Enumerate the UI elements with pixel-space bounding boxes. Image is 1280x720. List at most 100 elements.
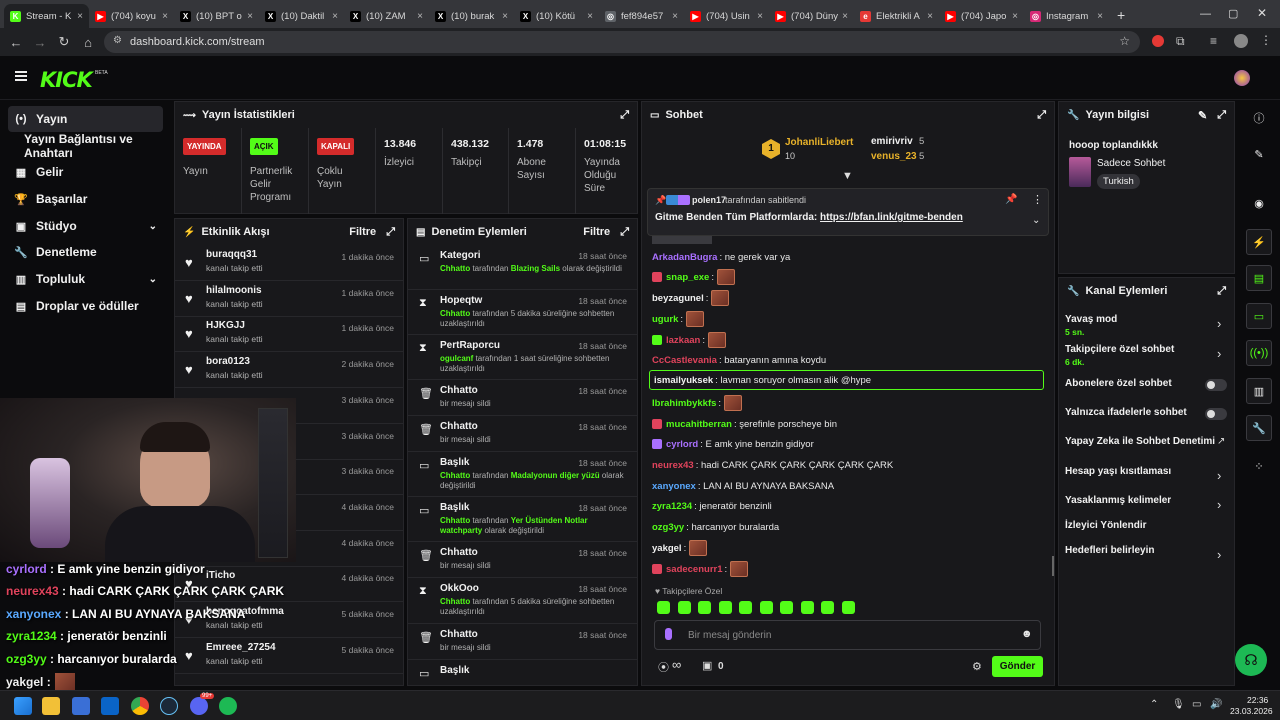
moderation-target[interactable]: Chhatto: [440, 629, 478, 640]
bookmark-star-icon[interactable]: ☆: [1119, 34, 1130, 48]
profile-avatar[interactable]: [1234, 34, 1248, 48]
leader-first-name[interactable]: JohanliLiebert: [785, 137, 854, 148]
sidebar-item[interactable]: (•) Yayın: [8, 106, 163, 132]
channel-action[interactable]: Yavaş mod 5 sn.: [1065, 314, 1117, 337]
quick-emote-icon[interactable]: [841, 601, 855, 614]
send-button[interactable]: Gönder: [992, 656, 1043, 677]
channel-action[interactable]: Abonelere özel sohbet: [1065, 378, 1172, 389]
apps-icon[interactable]: ⁘: [1254, 460, 1264, 473]
start-icon[interactable]: [14, 697, 32, 715]
chat-username[interactable]: ismailyuksek: [654, 374, 714, 386]
chat-username[interactable]: mucahitberran: [666, 418, 732, 430]
expand-icon[interactable]: ⤢: [620, 108, 629, 121]
chat-icon[interactable]: ▭: [1246, 303, 1272, 329]
channel-action[interactable]: Yasaklanmış kelimeler: [1065, 495, 1171, 506]
chat-username[interactable]: sadecenurr1: [666, 563, 723, 575]
moderation-target[interactable]: Chhatto: [440, 547, 478, 558]
moderation-target[interactable]: Chhatto: [440, 385, 478, 396]
sidebar-item[interactable]: ▥ Topluluk ⌄: [8, 266, 163, 292]
edit-icon[interactable]: ✎: [1197, 109, 1208, 122]
home-icon[interactable]: ⌂: [84, 34, 92, 50]
chevron-right-icon[interactable]: ›: [1217, 468, 1222, 483]
broadcast-icon[interactable]: ((•)): [1246, 340, 1272, 366]
browser-tab[interactable]: X (10) Kötü ×: [514, 4, 599, 28]
browser-tab[interactable]: ◎ Instagram ×: [1024, 4, 1109, 28]
quick-emote-icon[interactable]: [780, 601, 793, 614]
pinned-expand-icon[interactable]: ⌄: [1032, 215, 1041, 226]
site-info-icon[interactable]: ⚙: [113, 35, 122, 46]
quick-emote-icon[interactable]: [657, 601, 670, 614]
pinned-by-user[interactable]: polen17: [692, 195, 727, 205]
spotify-icon[interactable]: [219, 697, 237, 715]
tray-network-icon[interactable]: ▭: [1192, 699, 1202, 710]
tab-close-icon[interactable]: ×: [757, 10, 763, 22]
steam-icon[interactable]: [160, 697, 178, 715]
chat-input[interactable]: Bir mesaj gönderin ☻: [654, 620, 1041, 650]
browser-tab[interactable]: ◎ fef894e57 ×: [599, 4, 684, 28]
tab-close-icon[interactable]: ×: [672, 10, 678, 22]
channel-action[interactable]: Takipçilere özel sohbet 6 dk.: [1065, 344, 1174, 367]
quick-emote-icon[interactable]: [698, 601, 711, 614]
browser-tab[interactable]: X (10) BPT o ×: [174, 4, 259, 28]
chrome-icon[interactable]: [131, 697, 149, 715]
chat-username[interactable]: snap_exe: [666, 271, 710, 283]
browser-menu-icon[interactable]: ⋮: [1260, 33, 1272, 47]
chat-username[interactable]: beyzagunel: [652, 292, 704, 304]
chevron-right-icon[interactable]: ›: [1217, 316, 1222, 331]
clock-time[interactable]: 22:36: [1247, 695, 1269, 705]
moderation-target[interactable]: Hopeqtw: [440, 295, 483, 306]
browser-tab[interactable]: e Elektrikli A ×: [854, 4, 939, 28]
moderation-target[interactable]: Başlık: [440, 502, 470, 513]
sidebar-item[interactable]: ▣ Stüdyo ⌄: [8, 213, 163, 239]
info-icon[interactable]: ⓘ: [1253, 113, 1265, 125]
chat-settings-icon[interactable]: ⚙: [972, 661, 982, 673]
chevron-down-icon[interactable]: ⌄: [148, 273, 157, 285]
unpin-icon[interactable]: 📌: [1005, 194, 1018, 205]
sidebar-item[interactable]: Yayın Bağlantısı ve Anahtarı: [8, 132, 163, 160]
channel-action[interactable]: Yapay Zeka ile Sohbet Denetimi: [1065, 436, 1215, 447]
moderator-name[interactable]: Chhatto: [440, 597, 471, 606]
tab-close-icon[interactable]: ×: [502, 10, 508, 22]
pinned-link[interactable]: https://bfan.link/gitme-benden: [820, 212, 963, 223]
browser-tab[interactable]: X (10) burak ×: [429, 4, 514, 28]
tab-close-icon[interactable]: ×: [77, 10, 83, 22]
tab-close-icon[interactable]: ×: [247, 10, 253, 22]
leaderboard-collapse-icon[interactable]: ▼: [842, 170, 853, 182]
chat-username[interactable]: ozg3yy: [652, 521, 685, 533]
moderation-target[interactable]: Chhatto: [440, 421, 478, 432]
chat-username[interactable]: yakgel: [652, 542, 682, 554]
reload-icon[interactable]: ↻: [58, 34, 70, 49]
forward-icon[interactable]: →: [33, 34, 47, 50]
sidebar-item[interactable]: 🔧 Denetleme: [8, 239, 163, 265]
expand-icon[interactable]: ⤢: [620, 225, 629, 238]
extensions-puzzle-icon[interactable]: ⧉: [1176, 34, 1185, 48]
moderator-name[interactable]: Chhatto: [440, 471, 471, 480]
moderation-target[interactable]: Başlık: [440, 457, 470, 468]
emoji-icon[interactable]: ☻: [1021, 628, 1033, 640]
chat-username[interactable]: zyra1234: [652, 500, 693, 512]
sidebar-item[interactable]: ▦ Gelir: [8, 159, 163, 185]
quick-emote-icon[interactable]: [759, 601, 773, 614]
clock-date[interactable]: 23.03.2026: [1230, 706, 1273, 716]
language-tag[interactable]: Turkish: [1097, 174, 1140, 189]
new-tab-button[interactable]: +: [1117, 7, 1126, 23]
tray-chevron-icon[interactable]: ⌃: [1150, 699, 1159, 710]
tab-close-icon[interactable]: ×: [1097, 10, 1103, 22]
hamburger-menu-icon[interactable]: [15, 71, 27, 81]
moderation-filter-button[interactable]: Filtre: [583, 226, 611, 238]
leader-second-name[interactable]: emirivriv: [871, 136, 913, 147]
chevron-right-icon[interactable]: ›: [1217, 547, 1222, 562]
chat-username[interactable]: lazkaan: [666, 334, 701, 346]
moderator-name[interactable]: ogulcanf: [440, 354, 474, 363]
tab-close-icon[interactable]: ×: [162, 10, 168, 22]
kick-logo[interactable]: KICK: [40, 68, 93, 92]
moderation-target[interactable]: Kategori: [440, 250, 481, 261]
moderation-target[interactable]: OkkOoo: [440, 583, 479, 594]
expand-icon[interactable]: ⤢: [1037, 108, 1046, 121]
activity-user[interactable]: Emreee_27254: [206, 641, 276, 653]
quick-emote-icon[interactable]: [718, 601, 732, 614]
sidebar-item[interactable]: ▤ Droplar ve ödüller: [8, 293, 163, 319]
browser-tab[interactable]: ▶ (704) Düny ×: [769, 4, 854, 28]
camera-icon[interactable]: ◉: [1254, 197, 1264, 210]
chat-users-icon[interactable]: ⦿: [658, 662, 669, 674]
